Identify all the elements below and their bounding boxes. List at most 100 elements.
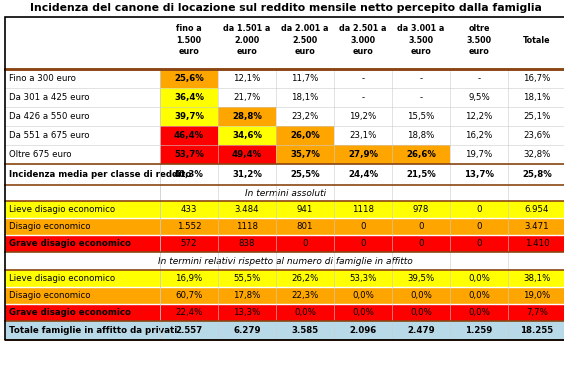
Text: 1.259: 1.259 — [465, 326, 492, 335]
Text: 46,4%: 46,4% — [174, 131, 204, 140]
Text: da 3.001 a
3.500
euro: da 3.001 a 3.500 euro — [397, 25, 444, 56]
Bar — [5, 218, 564, 235]
Text: 25,6%: 25,6% — [174, 74, 204, 83]
Text: 40,3%: 40,3% — [174, 170, 204, 179]
Text: 19,2%: 19,2% — [349, 112, 377, 121]
Text: 2.479: 2.479 — [407, 326, 435, 335]
Text: 18.255: 18.255 — [521, 326, 553, 335]
Text: 12,1%: 12,1% — [233, 74, 261, 83]
Bar — [5, 69, 564, 88]
Text: 26,0%: 26,0% — [290, 131, 320, 140]
Text: 53,3%: 53,3% — [349, 274, 377, 283]
Text: Da 551 a 675 euro: Da 551 a 675 euro — [9, 131, 90, 140]
Text: 26,6%: 26,6% — [406, 150, 436, 159]
Text: da 1.501 a
2.000
euro: da 1.501 a 2.000 euro — [223, 25, 271, 56]
Text: Fino a 300 euro: Fino a 300 euro — [9, 74, 76, 83]
Text: 0: 0 — [360, 239, 365, 248]
Bar — [218, 107, 276, 126]
Text: Incidenza del canone di locazione sul reddito mensile netto percepito dalla fami: Incidenza del canone di locazione sul re… — [29, 3, 541, 13]
Text: 49,4%: 49,4% — [232, 150, 262, 159]
Text: oltre
3.500
euro: oltre 3.500 euro — [466, 25, 492, 56]
Text: 0: 0 — [302, 239, 308, 248]
Text: 0: 0 — [476, 222, 482, 231]
Text: 6.954: 6.954 — [525, 205, 549, 214]
Text: In termini relativi rispetto al numero di famiglie in affitto: In termini relativi rispetto al numero d… — [158, 256, 413, 266]
Text: Lieve disagio economico: Lieve disagio economico — [9, 274, 115, 283]
Text: 7,7%: 7,7% — [526, 308, 548, 317]
Text: 25,1%: 25,1% — [523, 112, 550, 121]
Text: 13,3%: 13,3% — [233, 308, 261, 317]
Text: 1118: 1118 — [236, 222, 258, 231]
Bar — [276, 145, 334, 164]
Text: 0: 0 — [418, 222, 424, 231]
Text: 19,0%: 19,0% — [523, 291, 550, 300]
Text: 25,8%: 25,8% — [522, 170, 552, 179]
Text: -: - — [420, 74, 422, 83]
Bar — [5, 126, 564, 145]
Text: 3.585: 3.585 — [292, 326, 319, 335]
Text: 21,5%: 21,5% — [406, 170, 436, 179]
Text: 23,1%: 23,1% — [349, 131, 377, 140]
Text: 0,0%: 0,0% — [468, 308, 490, 317]
Bar — [160, 107, 218, 126]
Text: -: - — [478, 74, 481, 83]
Bar — [5, 304, 564, 321]
Text: 53,7%: 53,7% — [174, 150, 204, 159]
Text: 838: 838 — [239, 239, 255, 248]
Bar — [5, 107, 564, 126]
Text: da 2.001 a
2.500
euro: da 2.001 a 2.500 euro — [281, 25, 329, 56]
Text: Totale: Totale — [523, 35, 551, 44]
Text: Oltre 675 euro: Oltre 675 euro — [9, 150, 72, 159]
Text: 39,5%: 39,5% — [407, 274, 435, 283]
Text: fino a
1.500
euro: fino a 1.500 euro — [176, 25, 202, 56]
Bar — [218, 126, 276, 145]
Text: 23,6%: 23,6% — [523, 131, 550, 140]
Text: Incidenza media per classe di reddito: Incidenza media per classe di reddito — [9, 170, 191, 179]
Bar — [5, 235, 564, 252]
Text: 16,9%: 16,9% — [175, 274, 202, 283]
Text: 55,5%: 55,5% — [233, 274, 261, 283]
Text: Da 426 a 550 euro: Da 426 a 550 euro — [9, 112, 90, 121]
Text: 12,2%: 12,2% — [465, 112, 493, 121]
Text: 0,0%: 0,0% — [468, 274, 490, 283]
Bar — [160, 126, 218, 145]
Text: -: - — [420, 93, 422, 102]
Text: 2.557: 2.557 — [175, 326, 202, 335]
Bar — [334, 145, 392, 164]
Text: 27,9%: 27,9% — [348, 150, 378, 159]
Text: 3.484: 3.484 — [235, 205, 259, 214]
Text: 36,4%: 36,4% — [174, 93, 204, 102]
Text: 11,7%: 11,7% — [292, 74, 319, 83]
Bar — [5, 321, 564, 340]
Text: 0: 0 — [360, 222, 365, 231]
Bar — [5, 287, 564, 304]
Text: 0,0%: 0,0% — [352, 291, 374, 300]
Text: 0: 0 — [476, 239, 482, 248]
Text: 25,5%: 25,5% — [290, 170, 320, 179]
Bar — [160, 69, 218, 88]
Text: 28,8%: 28,8% — [232, 112, 262, 121]
Text: 18,1%: 18,1% — [523, 93, 550, 102]
Text: 0: 0 — [476, 205, 482, 214]
Text: 22,4%: 22,4% — [175, 308, 202, 317]
Text: Grave disagio economico: Grave disagio economico — [9, 239, 131, 248]
Text: Lieve disagio economico: Lieve disagio economico — [9, 205, 115, 214]
Bar — [5, 145, 564, 164]
Text: Totale famiglie in affitto da privati: Totale famiglie in affitto da privati — [9, 326, 177, 335]
Text: 16,7%: 16,7% — [523, 74, 550, 83]
Text: 17,8%: 17,8% — [233, 291, 261, 300]
Bar — [5, 270, 564, 287]
Text: Grave disagio economico: Grave disagio economico — [9, 308, 131, 317]
Text: 13,7%: 13,7% — [464, 170, 494, 179]
Bar — [392, 145, 450, 164]
Text: 32,8%: 32,8% — [523, 150, 550, 159]
Text: 26,2%: 26,2% — [292, 274, 319, 283]
Text: 39,7%: 39,7% — [174, 112, 204, 121]
Text: Disagio economico: Disagio economico — [9, 291, 90, 300]
Bar — [5, 201, 564, 218]
Bar — [5, 88, 564, 107]
Text: 21,7%: 21,7% — [233, 93, 261, 102]
Bar — [160, 88, 218, 107]
Bar — [218, 145, 276, 164]
Text: 0,0%: 0,0% — [352, 308, 374, 317]
